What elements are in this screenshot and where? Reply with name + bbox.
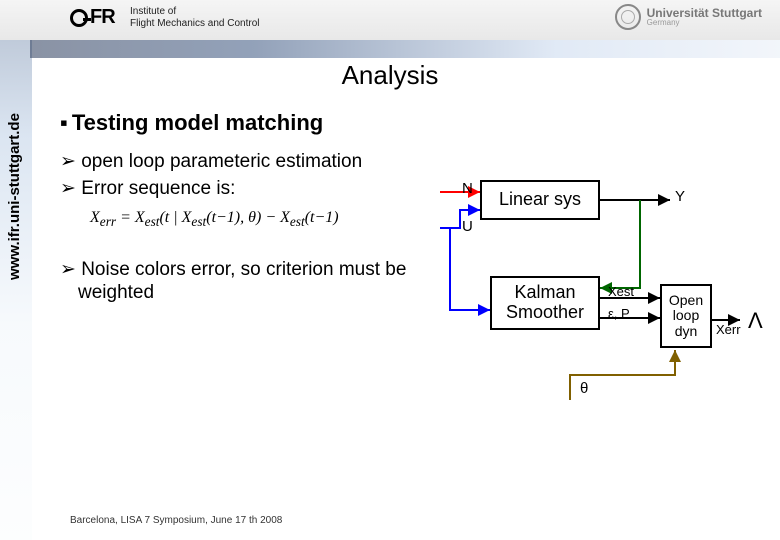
content-block: Testing model matching open loop paramet… [60, 110, 420, 308]
box-linear-sys: Linear sys [480, 180, 600, 220]
header-band [30, 40, 780, 58]
label-theta: θ [580, 380, 588, 397]
box-linear-label: Linear sys [499, 190, 581, 210]
box-open-l3: dyn [675, 324, 698, 339]
sidebar-url: www.ifr.uni-stuttgart.de [6, 113, 23, 280]
slide-title: Analysis [0, 60, 780, 91]
institute-line2: Flight Mechanics and Control [130, 18, 260, 29]
ifr-logo: FR [70, 6, 115, 29]
footer-text: Barcelona, LISA 7 Symposium, June 17 th … [70, 515, 282, 526]
institute-line1: Institute of [130, 6, 176, 17]
bullet-1: open loop parameteric estimation [78, 150, 420, 174]
ifr-logo-icon [70, 9, 88, 27]
label-Xerr: Xerr [716, 322, 741, 337]
box-open-l1: Open [669, 293, 703, 308]
label-eP: ε, P [608, 306, 630, 321]
institute-name: Institute of Flight Mechanics and Contro… [130, 6, 260, 30]
uni-sub: Germany [647, 19, 762, 27]
label-lambda: Λ [748, 308, 763, 334]
bullet-3: Noise colors error, so criterion must be… [78, 258, 420, 306]
heading: Testing model matching [60, 110, 420, 136]
box-kalman-l1: Kalman [514, 283, 575, 303]
label-Y: Y [675, 188, 685, 205]
uni-seal-icon [615, 4, 641, 30]
bullet-2: Error sequence is: [78, 177, 420, 201]
box-kalman: Kalman Smoother [490, 276, 600, 330]
equation: Xerr = Xest(t | Xest(t−1), θ) − Xest(t−1… [90, 209, 420, 230]
label-U: U [462, 218, 473, 235]
diagram-wires [430, 180, 770, 460]
label-N: N [462, 180, 473, 197]
block-diagram: Linear sys Kalman Smoother Open loop dyn… [430, 180, 770, 460]
box-open-l2: loop [673, 308, 699, 323]
header-bar: FR Institute of Flight Mechanics and Con… [0, 0, 780, 40]
university-logo: Universität Stuttgart Germany [615, 4, 762, 30]
label-Xest: Xest [608, 284, 634, 299]
box-open-loop: Open loop dyn [660, 284, 712, 348]
box-kalman-l2: Smoother [506, 303, 584, 323]
